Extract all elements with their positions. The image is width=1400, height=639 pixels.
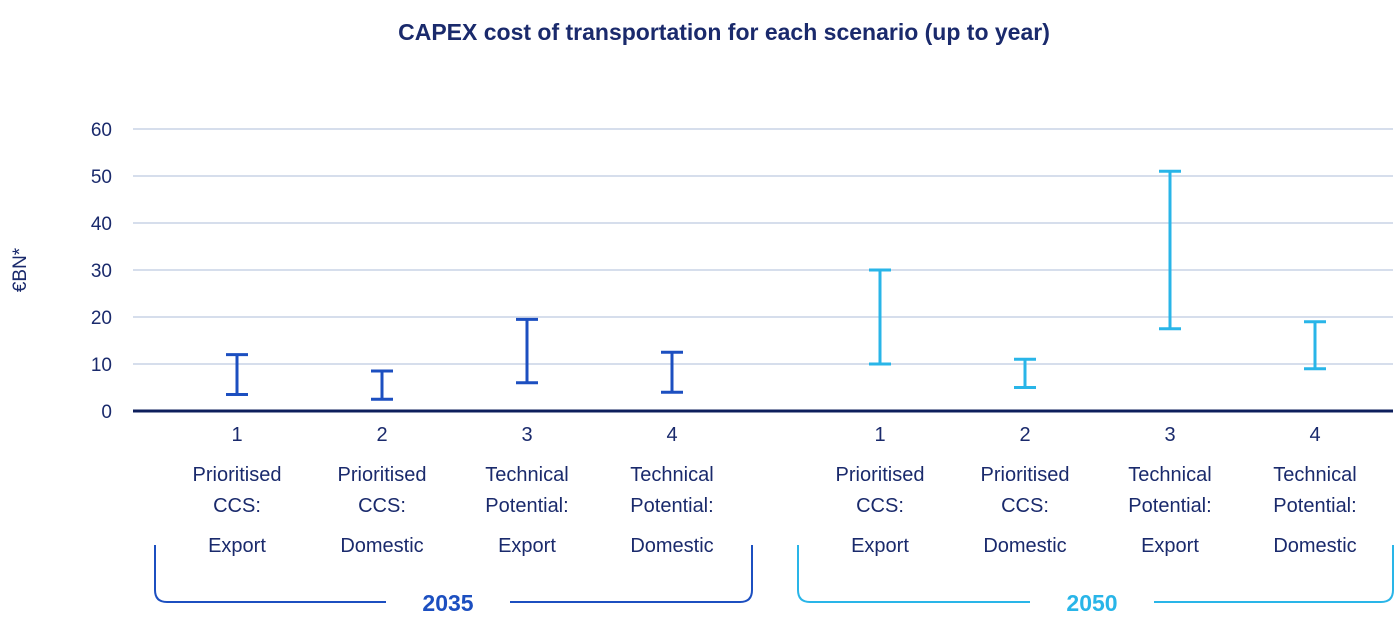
category-number: 3 — [1164, 424, 1175, 446]
y-tick-label: 20 — [91, 308, 112, 329]
category-number: 2 — [376, 424, 387, 446]
y-tick-label: 50 — [91, 167, 112, 188]
category-label-line: CCS: — [1001, 495, 1049, 517]
category-label-line: Domestic — [630, 535, 713, 557]
group-bracket — [154, 545, 753, 603]
category-number: 4 — [1309, 424, 1320, 446]
category-label-line: Prioritised — [338, 464, 427, 486]
group-bracket — [797, 545, 1394, 603]
y-tick-label: 60 — [91, 120, 112, 141]
category-label-line: CCS: — [213, 495, 261, 517]
category-label-line: CCS: — [358, 495, 406, 517]
category-label-line: Domestic — [983, 535, 1066, 557]
y-axis-label: €BN* — [10, 247, 31, 292]
category-label-line: Prioritised — [981, 464, 1070, 486]
category-number: 3 — [521, 424, 532, 446]
y-tick-label: 0 — [101, 402, 112, 423]
range-bars — [226, 169, 1326, 401]
category-label-line: Technical — [630, 464, 713, 486]
category-label-line: Export — [1141, 535, 1199, 557]
category-label-line: Potential: — [630, 495, 713, 517]
category-label-line: Domestic — [340, 535, 423, 557]
category-number: 1 — [874, 424, 885, 446]
category-label-line: Technical — [485, 464, 568, 486]
gridlines — [133, 128, 1393, 365]
category-label-line: Export — [208, 535, 266, 557]
category-number: 1 — [231, 424, 242, 446]
category-label-line: Technical — [1273, 464, 1356, 486]
category-label-line: Prioritised — [193, 464, 282, 486]
group-label: 2050 — [1066, 590, 1117, 616]
y-tick-label: 10 — [91, 355, 112, 376]
category-label-line: Technical — [1128, 464, 1211, 486]
group-brackets: 2035 2050 — [154, 545, 1394, 616]
category-labels: 1 Prioritised CCS: Export 2 Prioritised CCS: Do… — [193, 424, 1357, 557]
category-number: 2 — [1019, 424, 1030, 446]
category-label-line: Export — [498, 535, 556, 557]
y-tick-label: 40 — [91, 214, 112, 235]
category-label-line: Prioritised — [836, 464, 925, 486]
category-label-line: Potential: — [485, 495, 568, 517]
category-label-line: Potential: — [1128, 495, 1211, 517]
chart-title: CAPEX cost of transportation for each sc… — [398, 19, 1050, 45]
y-tick-labels: 0 10 20 30 40 50 60 — [91, 120, 112, 423]
category-label-line: Export — [851, 535, 909, 557]
group-label: 2035 — [422, 590, 473, 616]
category-label-line: CCS: — [856, 495, 904, 517]
y-tick-label: 30 — [91, 261, 112, 282]
category-label-line: Domestic — [1273, 535, 1356, 557]
category-number: 4 — [666, 424, 677, 446]
category-label-line: Potential: — [1273, 495, 1356, 517]
